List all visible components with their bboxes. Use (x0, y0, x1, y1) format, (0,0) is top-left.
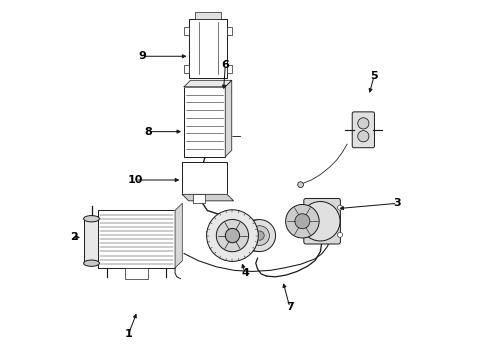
Circle shape (338, 232, 343, 237)
Text: 6: 6 (221, 60, 229, 70)
Circle shape (338, 205, 343, 210)
Bar (190, 19, 227, 78)
Polygon shape (175, 203, 182, 268)
Bar (184, 87, 225, 157)
Text: 2: 2 (70, 232, 77, 242)
Circle shape (286, 204, 319, 238)
Polygon shape (182, 194, 234, 201)
Ellipse shape (84, 260, 99, 266)
Text: 4: 4 (241, 268, 249, 278)
Circle shape (244, 220, 275, 252)
Text: 9: 9 (139, 51, 147, 61)
Bar (195, 12, 221, 19)
Circle shape (255, 231, 264, 240)
Text: 5: 5 (370, 71, 378, 81)
Circle shape (216, 220, 248, 252)
Bar (84, 219, 99, 263)
Circle shape (298, 182, 303, 188)
Bar (125, 268, 148, 279)
Bar (194, 194, 205, 203)
Circle shape (300, 202, 340, 241)
Circle shape (225, 228, 240, 243)
Text: 3: 3 (393, 198, 401, 208)
Polygon shape (225, 80, 232, 157)
Bar (227, 65, 232, 73)
Circle shape (295, 214, 310, 229)
FancyBboxPatch shape (352, 112, 374, 148)
Bar (184, 65, 190, 73)
Circle shape (358, 118, 369, 129)
Bar (182, 162, 227, 194)
Bar (98, 211, 175, 268)
Bar (227, 27, 232, 35)
FancyBboxPatch shape (304, 198, 341, 244)
Circle shape (207, 210, 258, 261)
Polygon shape (184, 80, 232, 87)
Circle shape (358, 131, 369, 142)
Text: 1: 1 (124, 329, 132, 339)
Bar (184, 27, 190, 35)
Text: 8: 8 (144, 127, 152, 136)
Ellipse shape (84, 216, 99, 222)
Text: 7: 7 (286, 302, 294, 312)
Text: 10: 10 (128, 175, 143, 185)
Circle shape (250, 226, 270, 246)
